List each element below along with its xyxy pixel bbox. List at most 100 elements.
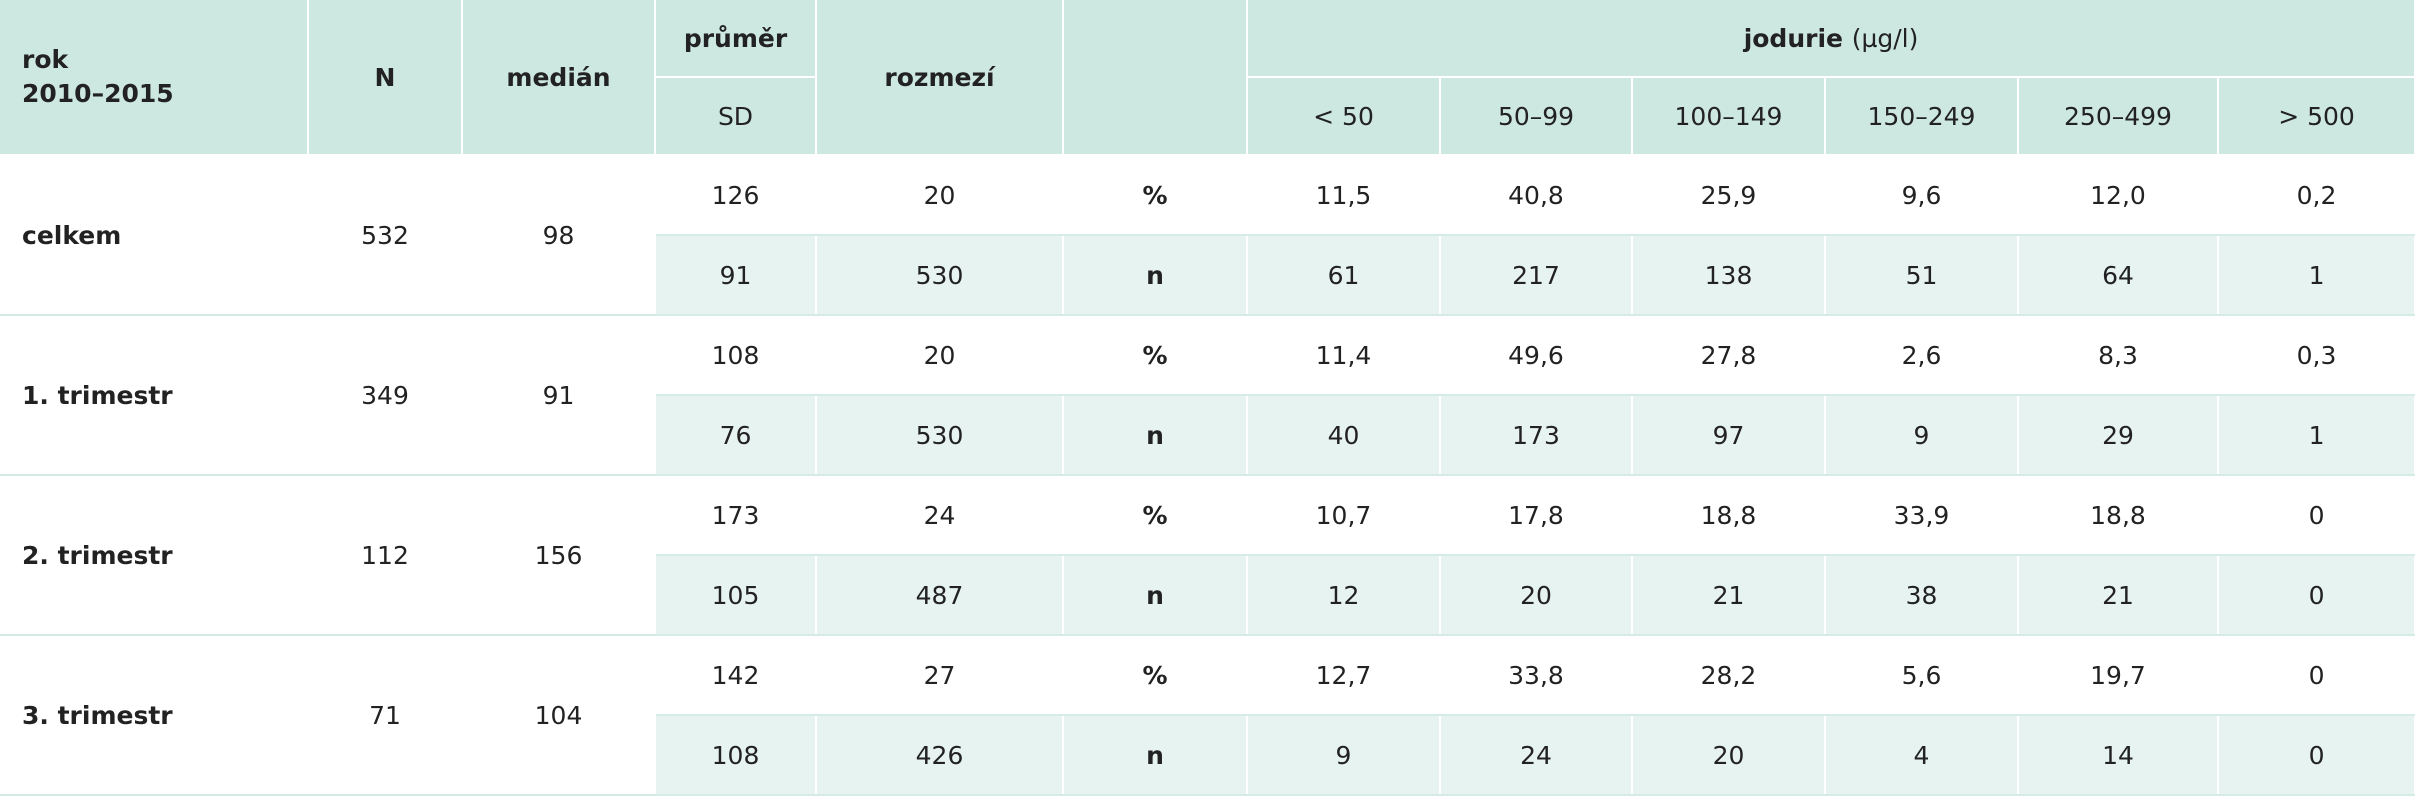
cell: 51	[1825, 235, 2019, 316]
cell: 104	[462, 635, 656, 796]
cell: n	[1063, 555, 1248, 636]
cell: 10,7	[1247, 475, 1441, 556]
cell: 20	[816, 155, 1064, 236]
header-cell: medián	[462, 0, 656, 156]
cell: 0	[2218, 475, 2415, 556]
header-cell: 150–249	[1825, 77, 2019, 156]
cell: 20	[1440, 555, 1633, 636]
table-row: 108 426 n 9 24 20 4 14 0	[0, 715, 2415, 796]
cell: 27	[816, 635, 1064, 716]
cell: 0	[2218, 715, 2415, 796]
cell: 33,8	[1440, 635, 1633, 716]
cell: 12,0	[2018, 155, 2219, 236]
cell: 173	[655, 475, 817, 556]
cell: 20	[816, 315, 1064, 396]
cell: 18,8	[1632, 475, 1826, 556]
cell: 21	[1632, 555, 1826, 636]
cell: 5,6	[1825, 635, 2019, 716]
cell: 38	[1825, 555, 2019, 636]
cell: 98	[462, 155, 656, 316]
cell: 217	[1440, 235, 1633, 316]
cell: 11,4	[1247, 315, 1441, 396]
table-row: 2. trimestr 112 156 173 24% 10,7 17,8 18,8 33,9 1…	[0, 475, 2415, 636]
cell: 4	[1825, 715, 2019, 796]
table-row: 91 530 n 61 217 138 51 64 1	[0, 235, 2415, 316]
header-cell	[1063, 0, 1248, 156]
cell: 112	[308, 475, 463, 636]
header-cell: rok 2010–2015	[0, 0, 309, 156]
cell: %	[1063, 315, 1248, 396]
cell: 29	[2018, 395, 2219, 476]
cell: 9	[1247, 715, 1441, 796]
cell: 532	[308, 155, 463, 316]
header-cell: jodurie (µg/l)	[1247, 0, 2415, 78]
cell: 108	[655, 715, 817, 796]
cell: 349	[308, 315, 463, 476]
cell: 61	[1247, 235, 1441, 316]
group-label: 3. trimestr	[0, 635, 309, 796]
cell: 426	[816, 715, 1064, 796]
cell: 24	[816, 475, 1064, 556]
cell: 138	[1632, 235, 1826, 316]
cell: n	[1063, 395, 1248, 476]
cell: 28,2	[1632, 635, 1826, 716]
header-cell: 250–499	[2018, 77, 2219, 156]
header-text: 2010–2015	[22, 79, 174, 108]
cell: n	[1063, 715, 1248, 796]
cell: 487	[816, 555, 1064, 636]
cell: 126	[655, 155, 817, 236]
cell: 8,3	[2018, 315, 2219, 396]
cell: 76	[655, 395, 817, 476]
header-cell: SD	[655, 77, 817, 156]
table-row: 1. trimestr 349 91 108 20% 11,4 49,6 27,8 2,6 8,3…	[0, 315, 2415, 476]
group-label: 2. trimestr	[0, 475, 309, 636]
cell: 71	[308, 635, 463, 796]
header-cell: rozmezí	[816, 0, 1064, 156]
cell: 142	[655, 635, 817, 716]
header-cell: průměr	[655, 0, 817, 78]
group-label: 1. trimestr	[0, 315, 309, 476]
table-body: celkem 532 98 126 20% 11,5 40,8 25,9 9,6 12,0 0,2 9…	[0, 155, 2415, 796]
cell: 0,2	[2218, 155, 2415, 236]
cell: 25,9	[1632, 155, 1826, 236]
cell: 105	[655, 555, 817, 636]
cell: %	[1063, 475, 1248, 556]
table-header: rok 2010–2015 N medián průměr rozmezí jod…	[0, 0, 2415, 156]
cell: 17,8	[1440, 475, 1633, 556]
cell: 530	[816, 235, 1064, 316]
cell: 91	[462, 315, 656, 476]
cell: 1	[2218, 235, 2415, 316]
cell: 9	[1825, 395, 2019, 476]
cell: 1	[2218, 395, 2415, 476]
cell: 18,8	[2018, 475, 2219, 556]
cell: %	[1063, 155, 1248, 236]
cell: 40,8	[1440, 155, 1633, 236]
header-cell: N	[308, 0, 463, 156]
cell: 97	[1632, 395, 1826, 476]
cell: %	[1063, 635, 1248, 716]
table-row: 3. trimestr 71 104 142 27% 12,7 33,8 28,2 5,6 19,…	[0, 635, 2415, 796]
cell: 9,6	[1825, 155, 2019, 236]
header-text: (µg/l)	[1851, 23, 1919, 53]
header-cell: < 50	[1247, 77, 1441, 156]
cell: 20	[1632, 715, 1826, 796]
cell: 12	[1247, 555, 1441, 636]
cell: 0	[2218, 635, 2415, 716]
cell: 108	[655, 315, 817, 396]
cell: 19,7	[2018, 635, 2219, 716]
cell: n	[1063, 235, 1248, 316]
table-row: celkem 532 98 126 20% 11,5 40,8 25,9 9,6 12,0 0,2	[0, 155, 2415, 316]
cell: 0	[2218, 555, 2415, 636]
table-row: 76 530 n 40 173 97 9 29 1	[0, 395, 2415, 476]
cell: 40	[1247, 395, 1441, 476]
cell: 21	[2018, 555, 2219, 636]
cell: 12,7	[1247, 635, 1441, 716]
header-cell: 50–99	[1440, 77, 1633, 156]
header-cell: 100–149	[1632, 77, 1826, 156]
cell: 156	[462, 475, 656, 636]
cell: 0,3	[2218, 315, 2415, 396]
cell: 91	[655, 235, 817, 316]
cell: 24	[1440, 715, 1633, 796]
